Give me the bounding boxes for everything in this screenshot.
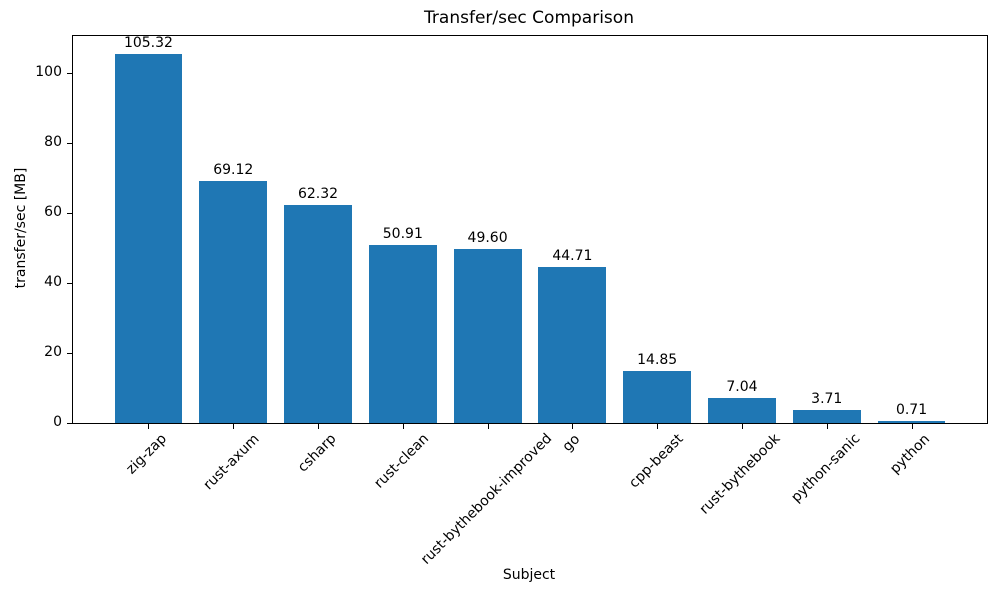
bar-value-label: 50.91 [382,225,423,242]
bar-value-label: 14.85 [637,352,678,369]
bar [368,244,437,423]
bar-value-label: 49.60 [467,230,508,247]
x-category-label: rust-axum [200,431,263,494]
y-tick-label: 100 [35,63,62,80]
bar [623,371,692,423]
x-category-label: python [887,430,934,477]
y-tick-label: 60 [44,203,62,220]
x-category-label: rust-bythebook [697,431,784,518]
bar [877,420,946,423]
y-tick-mark [67,142,72,144]
bar [708,398,776,423]
bar-value-label: 62.32 [297,185,339,202]
plot-area: 105.32 69.12 62.32 50.91 49.60 44.71 14.85 7.04… [67,35,988,429]
y-tick-mark [67,212,72,214]
chart-title: Transfer/sec Comparison [424,8,634,28]
x-tick-mark [402,424,404,429]
x-tick-mark [657,424,659,429]
bar [453,249,522,423]
x-category-label: go [559,430,584,455]
bar-value-label: 105.32 [123,35,173,52]
x-tick-mark [233,424,235,429]
y-tick-mark [67,282,72,284]
x-tick-mark [487,424,489,429]
bar [284,204,352,423]
x-category-label: zig-zap [123,430,171,478]
x-tick-mark [572,424,574,429]
y-tick-mark [67,352,72,354]
y-tick-mark [67,422,72,424]
x-axis-label: Subject [502,567,556,583]
y-tick-label: 0 [53,413,62,430]
bar [199,181,268,423]
y-tick-mark [67,72,72,74]
bar [538,266,607,423]
x-category-label: rust-bythebook-improved [417,430,555,569]
y-axis-label: transfer/sec [MB] [13,167,29,289]
x-tick-mark [318,424,320,429]
y-tick-label: 40 [44,273,62,290]
x-category-label: csharp [294,430,340,476]
bar-value-label: 0.71 [895,401,928,418]
x-tick-mark [741,424,743,429]
x-category-label: rust-clean [371,430,432,492]
x-category-label: cpp-beast [625,430,687,492]
x-category-label: python-sanic [787,430,864,507]
x-tick-mark [148,424,150,429]
x-tick-mark [911,424,913,429]
bar-value-label: 3.71 [811,391,843,408]
y-tick-label: 80 [44,133,62,150]
bar-value-label: 7.04 [726,379,758,396]
bar [792,410,861,423]
bar-value-label: 44.71 [552,247,593,264]
bar [114,54,183,423]
bar-value-label: 69.12 [213,162,254,179]
x-tick-mark [826,424,828,429]
y-tick-label: 20 [44,343,62,360]
